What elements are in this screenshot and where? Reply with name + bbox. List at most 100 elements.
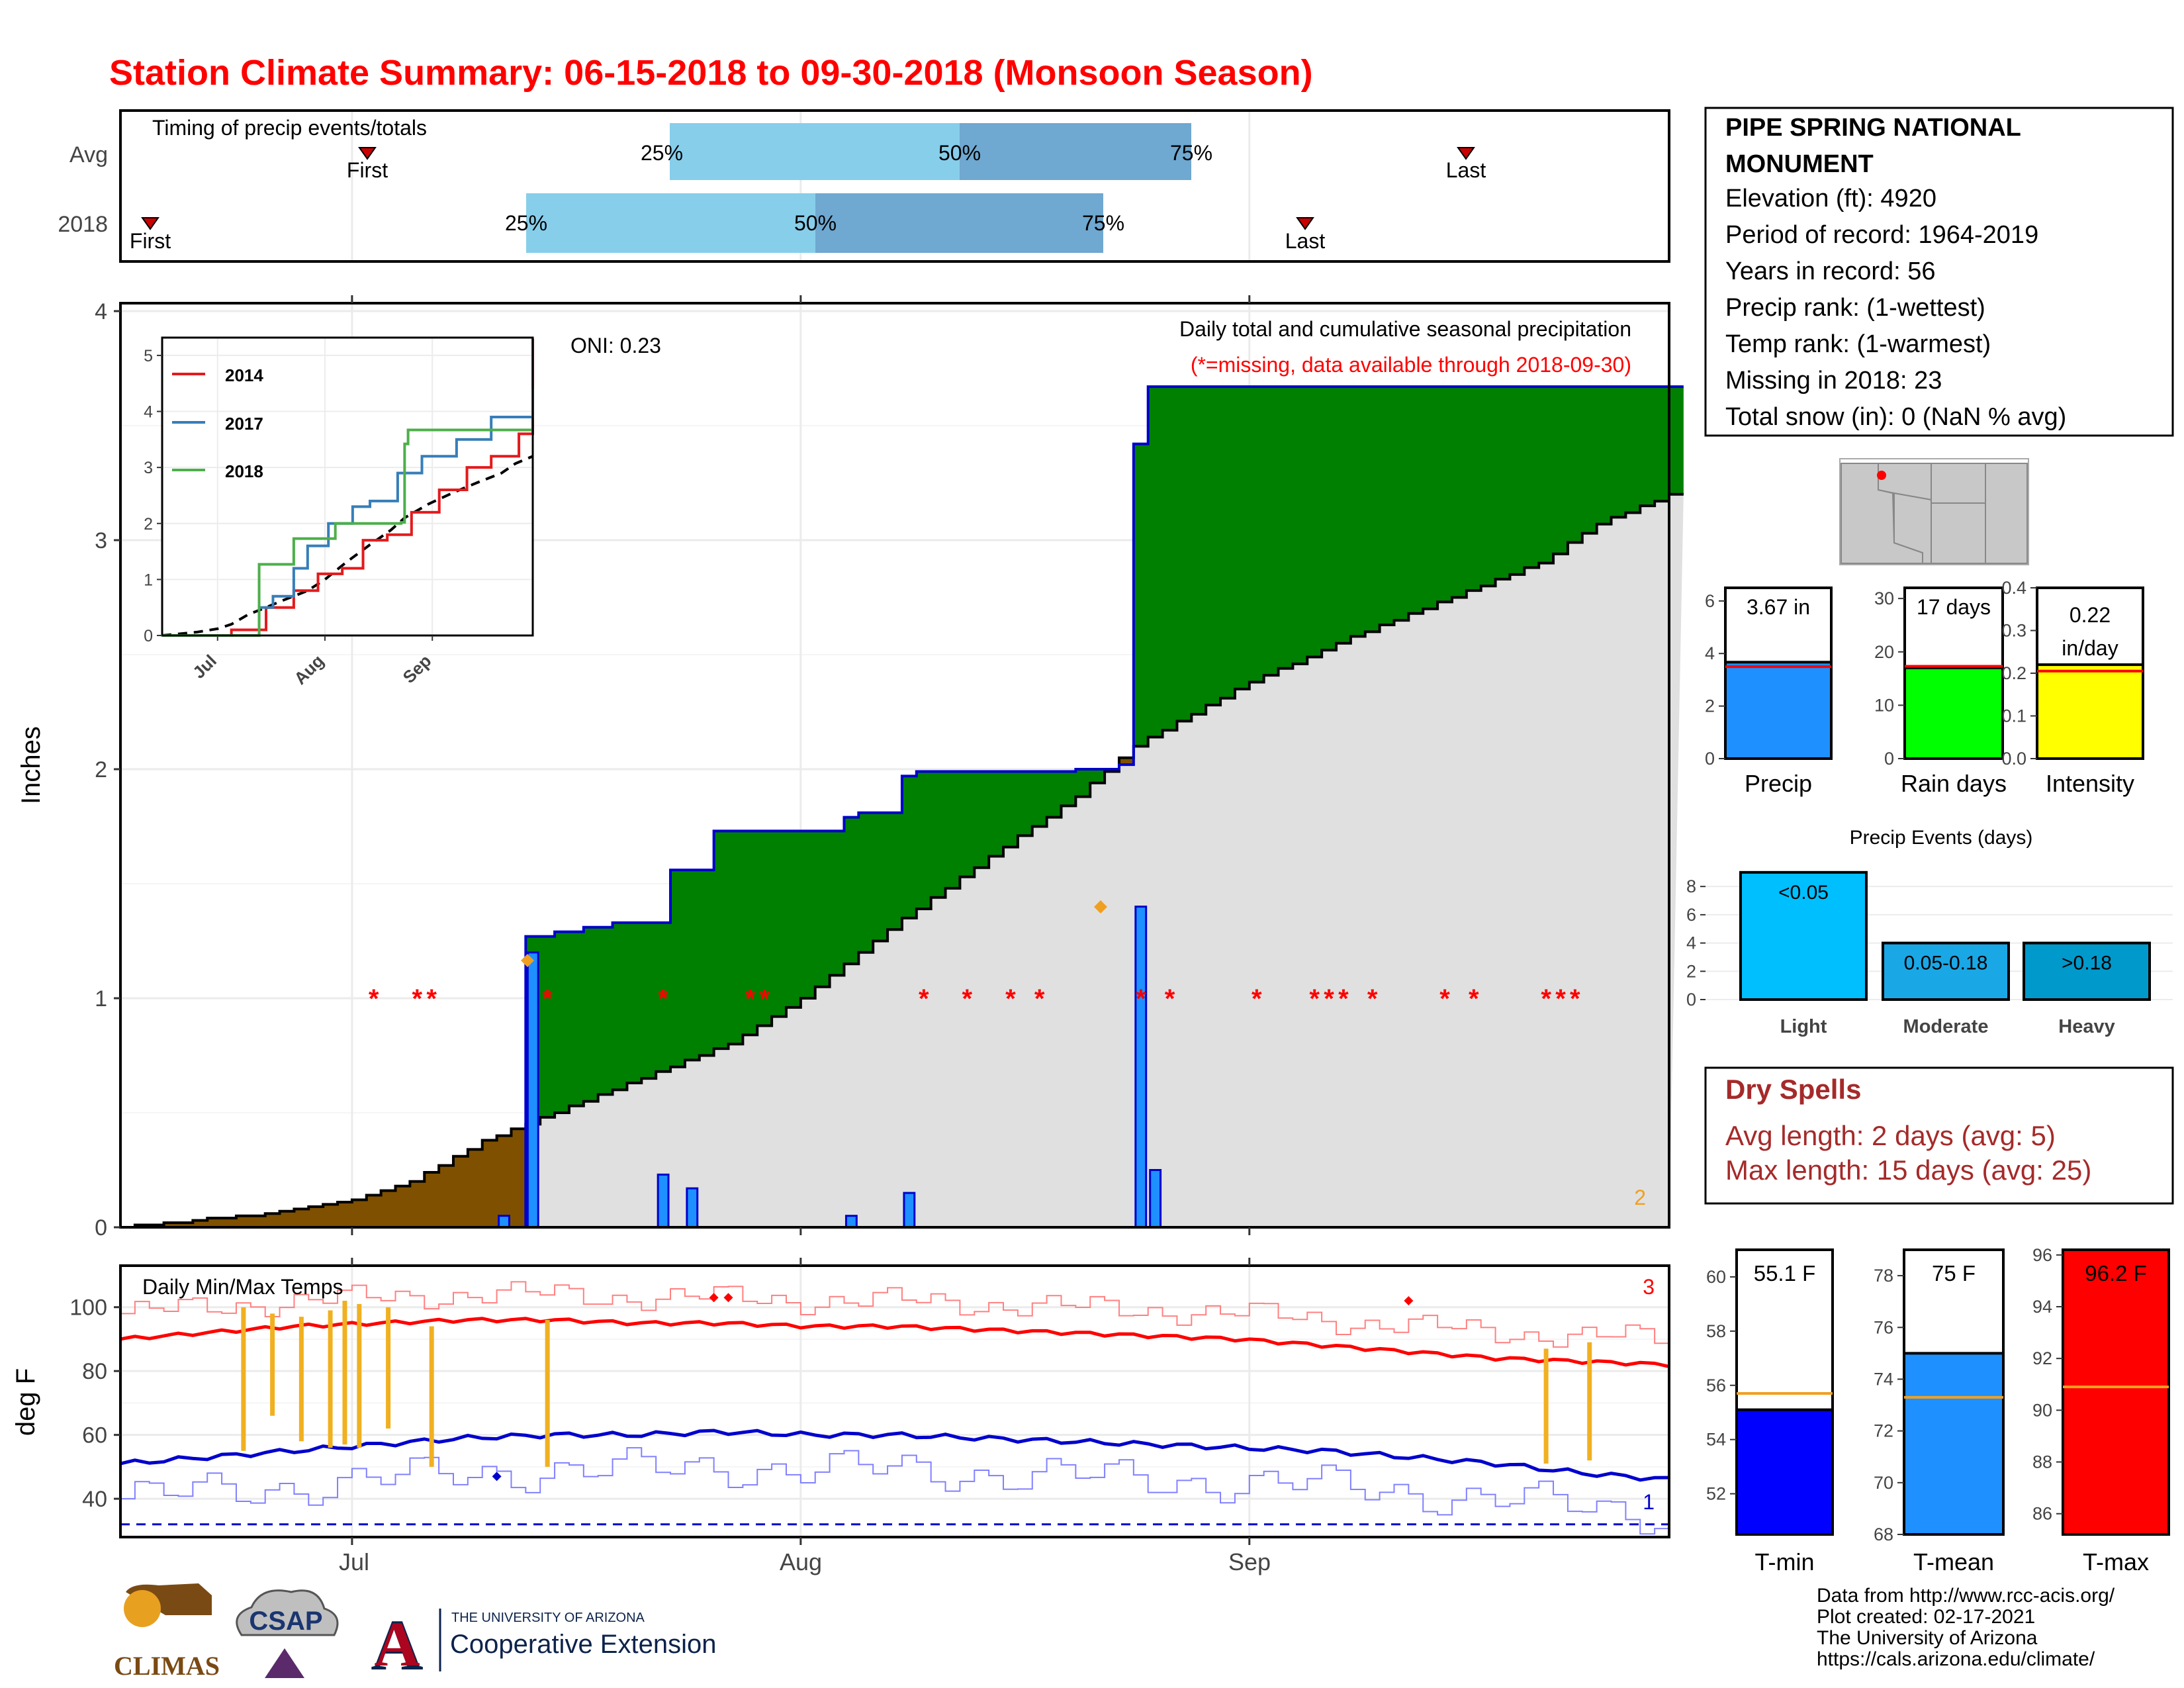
avg-first-label: First [347, 158, 388, 182]
temp-tick-label-1-4: 76 [1874, 1317, 1893, 1337]
temp-value-label-1: 75 F [1932, 1261, 1976, 1286]
average-cumulative-line [120, 492, 1684, 1229]
summary-chart-2: 0.0 0.1 0.2 0.3 0.4 Intensity 0.22 in/day [2001, 578, 2144, 797]
average-cumulative-area [120, 494, 1684, 1227]
inset-y-tick-label-2: 2 [144, 515, 153, 534]
2018-first-label: First [130, 229, 171, 253]
climas-logo-text: CLIMAS [114, 1651, 220, 1681]
avg-last-marker [1457, 147, 1475, 160]
summary-axis-label-0: Precip [1745, 770, 1812, 797]
2018-p75-label: 75% [1082, 211, 1124, 235]
footer-line-2: Plot created: 02-17-2021 [1817, 1606, 2035, 1628]
inset-average-line [161, 455, 533, 637]
events-y-tick-label-0: 0 [1686, 990, 1696, 1009]
footer-line-4: https://cals.arizona.edu/climate/ [1817, 1648, 2095, 1670]
events-bar-moderate [1882, 941, 2010, 1002]
station-name-line-2: MONUMENT [1725, 150, 1874, 178]
events-bar-heavy [2023, 941, 2151, 1002]
events-y-tick-label-4: 8 [1686, 876, 1696, 896]
2018-q1-bar [526, 193, 815, 253]
record-min-marker-0 [492, 1472, 502, 1481]
summary-tick-label-2-0: 0.0 [2001, 749, 2026, 769]
csap-cloud-shape [236, 1589, 339, 1636]
temp-chart-0: 52 54 56 58 60 T-min 55.1 F [1706, 1248, 1834, 1575]
precip-y-tick-label-4: 4 [95, 299, 107, 324]
missing-day-marker-6: * [759, 984, 770, 1013]
max-daily-marker-1 [521, 954, 534, 967]
missing-day-marker-0: * [369, 984, 379, 1013]
avg-p50-label: 50% [938, 141, 981, 165]
temperature-summary-charts: 52 54 56 58 60 T-min 55.1 F 68 70 72 74 76 78 T-mean 7… [1706, 1245, 2170, 1575]
events-category-label-1: Moderate [1903, 1016, 1989, 1037]
footer: Data from http://www.rcc-acis.org/ Plot … [1817, 1585, 2115, 1670]
ua-block-a: A [374, 1609, 420, 1679]
2018-last-marker [1296, 217, 1314, 230]
avg-last-label: Last [1446, 158, 1486, 182]
temp-tick-label-2-1: 88 [2032, 1452, 2052, 1472]
temp-tick-label-2-5: 96 [2032, 1245, 2052, 1265]
record-max-marker-1 [723, 1293, 733, 1303]
2018-p25-label: 25% [505, 211, 547, 235]
ua-logo-main-text: Cooperative Extension [450, 1630, 716, 1659]
precip-y-tick-label-1: 1 [95, 986, 107, 1011]
events-bar-light [1739, 870, 1868, 1001]
x-tick-label-jul: Jul [339, 1548, 369, 1575]
inset-series-line-2014 [162, 338, 534, 637]
missing-day-marker-5: * [745, 984, 756, 1013]
record-min-temp-line [120, 1447, 1670, 1535]
2018-p50-label: 50% [794, 211, 837, 235]
temp-bar-1 [1903, 1352, 2005, 1536]
csap-logo: CSAP [236, 1589, 339, 1678]
events-y-tick-label-1: 2 [1686, 961, 1696, 981]
avg-first-marker [358, 147, 377, 160]
climas-logo-sun [124, 1590, 161, 1627]
temp-y-tick-label-2: 80 [82, 1359, 107, 1384]
2018-q2-bar [815, 193, 1103, 253]
x-tick-label-aug: Aug [780, 1548, 822, 1575]
events-bar-label-0: <0.05 [1778, 882, 1829, 904]
oni-label: ONI: 0.23 [570, 334, 661, 357]
inset-y-tick-label-4: 4 [144, 403, 153, 422]
record-max-marker-0 [709, 1293, 719, 1303]
missing-day-marker-20: * [1541, 984, 1551, 1013]
summary-bar-0 [1724, 661, 1833, 760]
events-category-label-2: Heavy [2058, 1016, 2115, 1037]
precip-y-tick-label-3: 3 [95, 528, 107, 553]
summary-tick-label-1-2: 20 [1874, 642, 1894, 662]
locator-map [1839, 458, 2029, 565]
summary-tick-label-0-1: 2 [1705, 696, 1715, 716]
station-location-marker [1877, 471, 1886, 480]
temp-tick-label-1-0: 68 [1874, 1524, 1893, 1544]
summary-bar-charts: 0 2 4 6 Precip 3.67 in 0 10 20 30 Rain days 17 days… [1705, 578, 2144, 797]
record-max-temp-line [120, 1281, 1670, 1348]
missing-day-marker-8: * [962, 984, 973, 1013]
temperature-panel-frame [119, 1264, 1670, 1538]
precip-y-tick-label-2: 2 [95, 757, 107, 782]
temp-tick-label-0-1: 54 [1706, 1430, 1726, 1450]
temp-tick-label-2-0: 86 [2032, 1504, 2052, 1524]
station-snow: Total snow (in): 0 (NaN % avg) [1725, 403, 2066, 431]
temp-tick-label-0-3: 58 [1706, 1321, 1726, 1341]
daily-precip-bar-2 [657, 1173, 670, 1229]
daily-precip-bar-1 [526, 951, 539, 1229]
precip-events-chart: Precip Events (days) <0.05 Light 0.05-0.18… [1686, 827, 2173, 1037]
temp-y-tick-label-1: 60 [82, 1423, 107, 1448]
ua-logo: A A THE UNIVERSITY OF ARIZONA Cooperativ… [371, 1605, 716, 1685]
csap-mountain [265, 1648, 304, 1678]
station-period: Period of record: 1964-2019 [1725, 221, 2038, 249]
events-title: Precip Events (days) [1850, 827, 2033, 849]
max-daily-marker-2 [1094, 900, 1107, 914]
precip-caption: Daily total and cumulative seasonal prec… [1179, 317, 1631, 341]
summary-tick-label-2-2: 0.2 [2001, 663, 2026, 683]
station-name-line-1: PIPE SPRING NATIONAL [1725, 114, 2021, 142]
station-missing: Missing in 2018: 23 [1725, 367, 1942, 395]
temp-axis-label-0: T-min [1755, 1548, 1815, 1575]
summary-axis-label-1: Rain days [1901, 770, 2007, 797]
footer-line-3: The University of Arizona [1817, 1627, 2038, 1649]
missing-day-marker-16: * [1338, 984, 1349, 1013]
missing-day-marker-9: * [1005, 984, 1016, 1013]
temp-tick-label-1-1: 70 [1874, 1473, 1893, 1493]
summary-bar-2 [2036, 663, 2144, 760]
x-tick-label-sep: Sep [1228, 1548, 1271, 1575]
